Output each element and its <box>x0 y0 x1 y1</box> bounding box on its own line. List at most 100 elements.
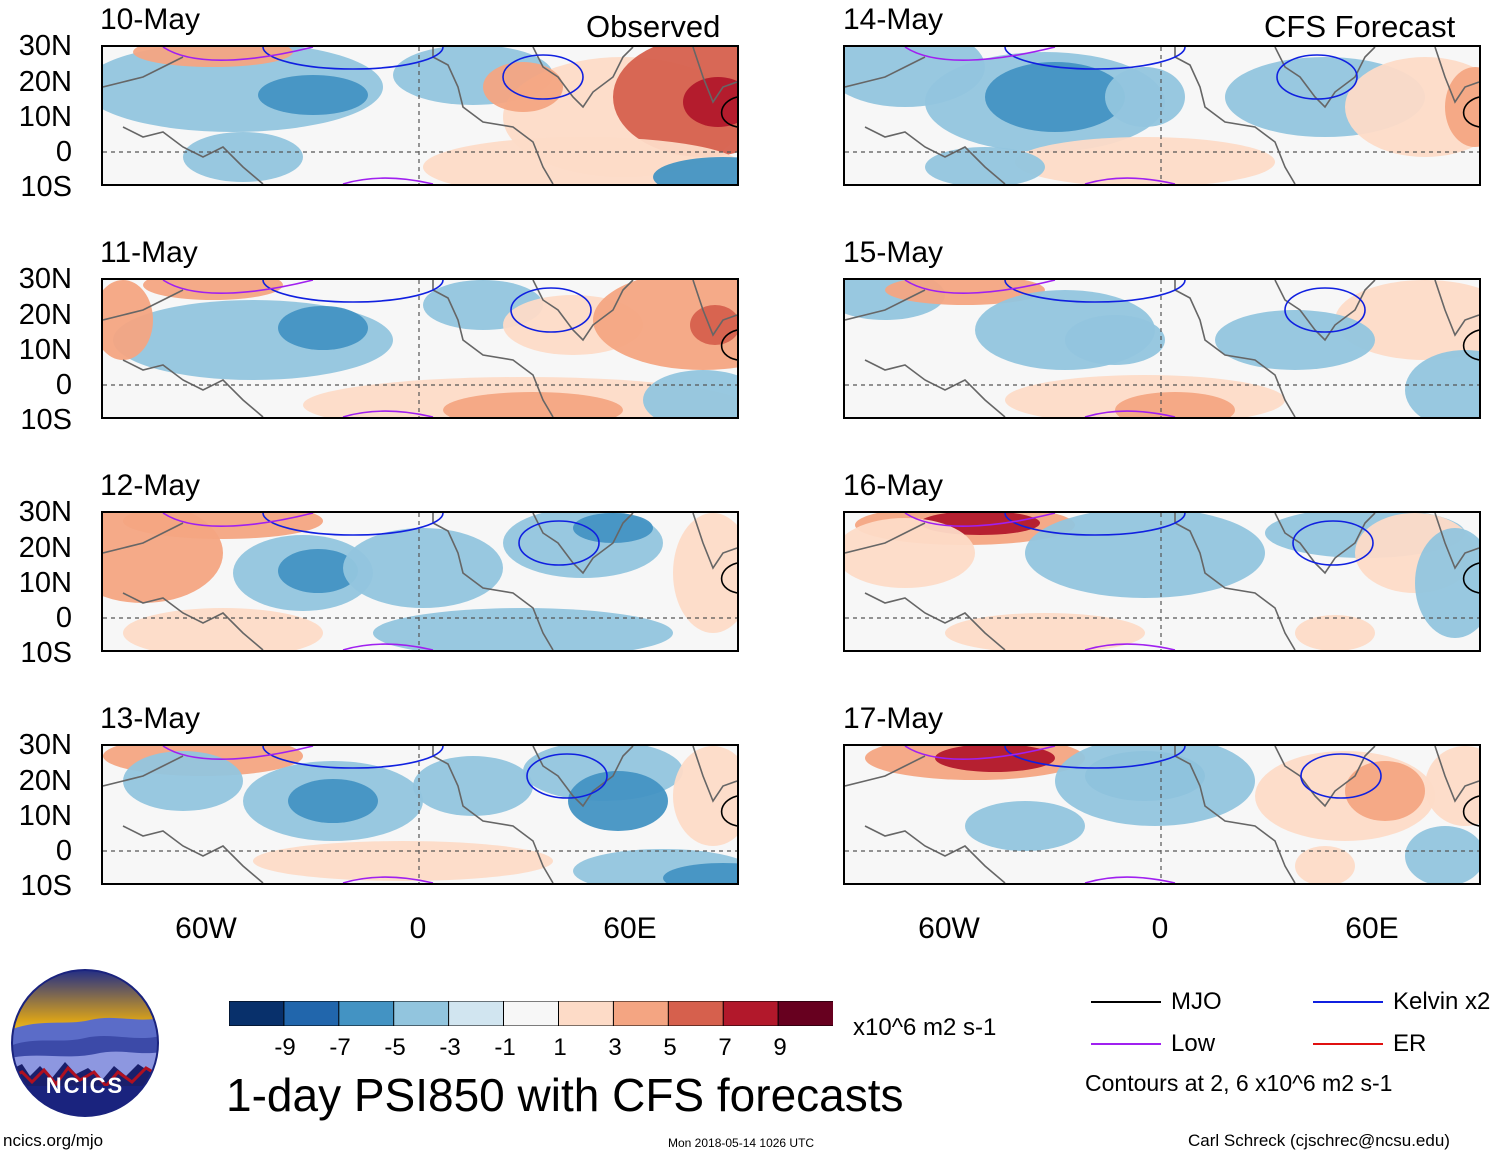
lat-label: 0 <box>55 835 72 867</box>
coastline <box>845 513 1479 650</box>
legend-label-kelvin: Kelvin x2 <box>1393 988 1491 1015</box>
coastline <box>103 47 737 184</box>
psi850-field <box>845 280 1479 417</box>
anomaly-region <box>413 756 533 816</box>
anomaly-region <box>258 75 368 115</box>
map-panel-10-may <box>101 45 739 186</box>
kelvin-contour <box>262 513 444 536</box>
colorbar-tick-label: 3 <box>608 1034 622 1061</box>
lon-label-0-left: 0 <box>409 912 427 945</box>
low-contour <box>904 47 1056 61</box>
low-contour <box>904 513 1056 527</box>
logo-text: NCICS <box>46 1073 124 1098</box>
kelvin-contour <box>1300 753 1382 799</box>
map-panel-12-may <box>101 511 739 652</box>
anomaly-region <box>613 47 737 157</box>
anomaly-region <box>343 528 503 608</box>
low-contour <box>162 513 314 527</box>
colorbar-swatch <box>338 1000 395 1027</box>
anomaly-region <box>1345 761 1425 821</box>
anomaly-region <box>1405 350 1479 417</box>
mjo-contour <box>1462 795 1479 827</box>
panel-date-13-may: 13-May <box>100 702 201 735</box>
kelvin-contour <box>502 54 584 100</box>
map-panel-16-may <box>843 511 1481 652</box>
anomaly-region <box>1065 315 1165 365</box>
lat-label: 10S <box>20 171 72 203</box>
mjo-contour <box>720 562 737 594</box>
legend-label-mjo: MJO <box>1171 988 1222 1015</box>
low-contour <box>342 876 434 883</box>
low-contour <box>1084 410 1176 417</box>
map-panel-14-may <box>843 45 1481 186</box>
low-contour <box>162 280 314 294</box>
panel-date-15-may: 15-May <box>843 236 944 269</box>
colorbar-tick-label: 7 <box>718 1034 732 1061</box>
legend-label-er: ER <box>1393 1030 1427 1057</box>
panel-date-10-may: 10-May <box>100 3 201 36</box>
lat-label: 30N <box>18 263 72 295</box>
kelvin-contour <box>510 287 592 333</box>
low-contour <box>342 177 434 184</box>
psi850-field <box>845 47 1479 184</box>
panel-date-17-may: 17-May <box>843 702 944 735</box>
lat-label: 0 <box>55 602 72 634</box>
anomaly-region <box>663 863 737 883</box>
kelvin-contour <box>262 746 444 769</box>
anomaly-region <box>1105 67 1185 127</box>
colorbar-tick-label: -9 <box>274 1034 296 1061</box>
lat-label: 10S <box>20 404 72 436</box>
legend-line-mjo <box>1091 1001 1161 1003</box>
observed-label: Observed <box>586 9 721 44</box>
map-panel-13-may <box>101 744 739 885</box>
map-panel-15-may <box>843 278 1481 419</box>
low-contour <box>904 746 1056 760</box>
colorbar-tick-label: 9 <box>773 1034 787 1061</box>
colorbar-swatch <box>448 1000 505 1027</box>
low-contour <box>1084 177 1176 184</box>
panel-date-12-may: 12-May <box>100 469 201 502</box>
colorbar-swatch <box>612 1000 670 1027</box>
low-contour <box>162 746 314 760</box>
anomaly-region <box>443 392 623 417</box>
colorbar-tick-label: -5 <box>384 1034 406 1061</box>
footer-timestamp: Mon 2018-05-14 1026 UTC <box>668 1136 815 1150</box>
anomaly-region <box>573 513 653 543</box>
anomaly-region <box>690 305 737 345</box>
lon-label-60e-right: 60E <box>1345 912 1399 945</box>
lat-label: 10N <box>18 800 72 832</box>
anomaly-region <box>925 147 1045 184</box>
anomaly-region <box>1115 392 1235 417</box>
coastline <box>845 280 1479 417</box>
mjo-contour <box>720 329 737 361</box>
colorbar-swatch <box>228 1000 285 1027</box>
anomaly-region <box>1015 137 1275 184</box>
anomaly-region <box>288 779 378 823</box>
anomaly-region <box>673 746 737 846</box>
anomaly-region <box>123 751 243 811</box>
anomaly-region <box>278 306 368 350</box>
legend-line-low <box>1091 1043 1161 1045</box>
colorbar-tick-label: 1 <box>553 1034 567 1061</box>
anomaly-region <box>683 77 737 127</box>
mjo-contour <box>720 96 737 128</box>
low-contour <box>162 47 314 61</box>
lat-label: 20N <box>18 532 72 564</box>
map-panel-17-may <box>843 744 1481 885</box>
cfs-forecast-label: CFS Forecast <box>1264 9 1456 44</box>
psi850-field <box>103 746 737 883</box>
legend-label-low: Low <box>1171 1030 1216 1057</box>
anomaly-region <box>643 370 737 417</box>
ncics-logo: NCICS <box>10 968 160 1118</box>
mjo-contour <box>1462 329 1479 361</box>
lat-label: 10S <box>20 870 72 902</box>
colorbar-tick-label: 5 <box>663 1034 677 1061</box>
kelvin-contour <box>1292 520 1374 566</box>
colorbar-units: x10^6 m2 s-1 <box>853 1014 997 1041</box>
kelvin-contour <box>1004 280 1186 303</box>
kelvin-contour <box>1004 47 1186 70</box>
coastline <box>103 513 737 650</box>
coastline <box>103 746 737 883</box>
kelvin-contour <box>1276 54 1358 100</box>
coastline <box>845 47 1479 184</box>
